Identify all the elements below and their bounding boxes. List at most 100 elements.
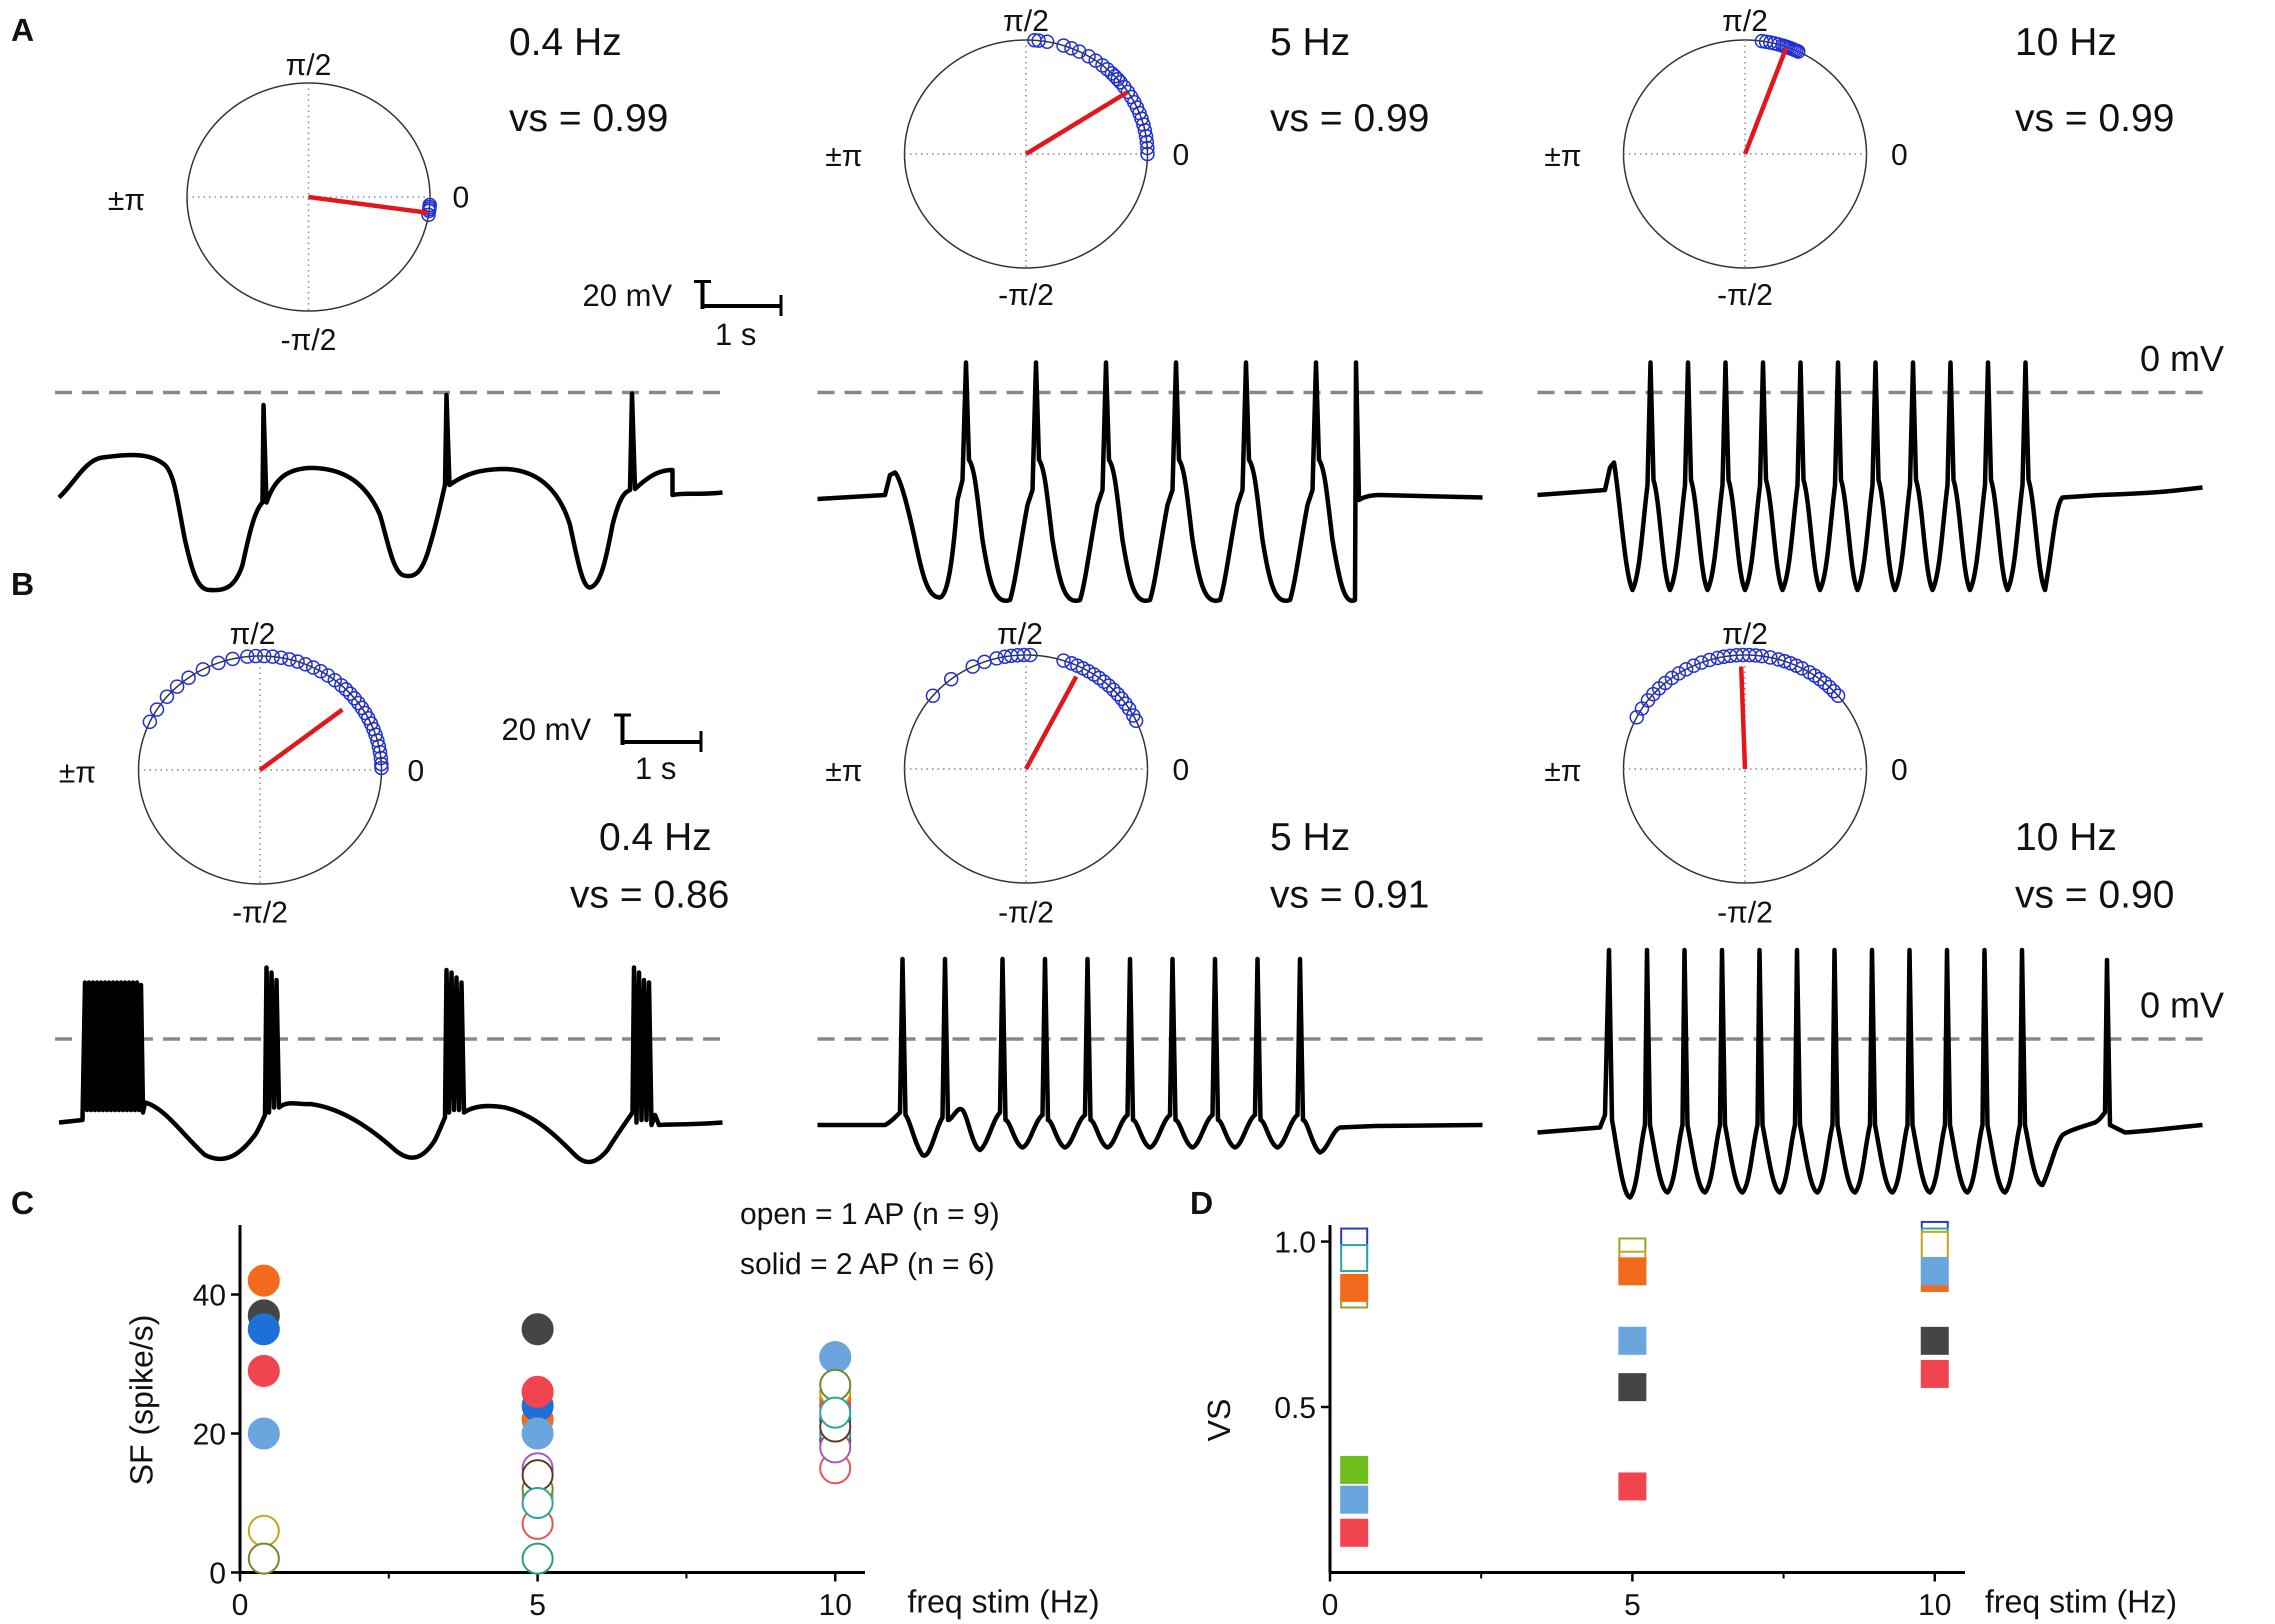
spike-phase-marker [1122,701,1136,716]
spike-phase-marker [142,714,158,730]
voltage-trace-a3 [1537,360,2203,592]
spike-phase-marker [1092,670,1106,686]
polar-b3: π/2 0 ±π -π/2 [1544,617,1908,929]
polar-label-top: π/2 [1003,4,1048,38]
spike-phase-marker [1817,676,1832,690]
spike-phase-marker [944,672,958,686]
spike-phase-marker [1114,692,1129,706]
spike-phase-markers [1754,34,1806,59]
y-axis-label: SF (spike/s) [124,1314,160,1485]
mean-vector [258,708,344,772]
spike-phase-marker [1830,688,1846,703]
data-point [1618,1472,1646,1500]
spike-phase-marker [1031,33,1046,48]
vs-label-b2: vs = 0.91 [1270,872,1430,916]
x-ticks: 0 5 10 [232,1572,852,1622]
spike-phase-marker [265,649,280,664]
spike-phase-marker [372,739,386,754]
freq-label-b3: 10 Hz [2015,814,2117,858]
legend-open: open = 1 AP (n = 9) [740,1197,1000,1230]
spike-phase-marker [160,689,174,704]
spike-phase-marker [351,696,366,710]
data-point [819,1341,852,1374]
data-point [248,1313,280,1346]
polar-label-right: 0 [1891,138,1908,172]
spike-phase-marker [248,648,264,664]
spike-phase-marker [282,652,297,667]
data-point [522,1418,554,1450]
spike-phase-marker [1140,140,1155,156]
chart-c: 0 20 40 0 5 10 SF (spike/s) freq stim (Hz) [124,1225,1100,1622]
spike-phase-marker [1748,648,1763,663]
x-axis-label: freq stim (Hz) [1985,1584,2177,1620]
spike-phase-marker [1128,714,1144,728]
spike-phase-marker [1022,648,1038,662]
polar-a2: π/2 0 ±π -π/2 [826,4,1190,312]
polar-label-right: 0 [1172,753,1189,786]
scale-bar-voltage-label: 20 mV [582,278,672,313]
spike-phase-marker [1102,678,1116,693]
spike-phase-marker [314,664,328,679]
spike-phase-marker [926,688,940,703]
x-tick-label: 10 [1918,1588,1952,1622]
polar-label-top: π/2 [286,48,331,82]
mean-vector [1742,47,1788,155]
data-point [819,1368,852,1401]
spike-phase-markers [1629,648,1846,724]
spike-phase-marker [256,648,272,664]
data-point [1618,1326,1646,1355]
spike-phase-marker [334,678,349,693]
spike-phase-marker [1629,710,1644,724]
spike-phase-marker [306,660,321,675]
spike-phase-marker [1056,653,1071,668]
polar-label-top: π/2 [230,617,275,650]
points [1340,1220,1949,1547]
chart-d: 0.5 1.0 0 5 10 VS freq stim (Hz) [1201,1220,2177,1622]
freq-label-a2: 5 Hz [1270,20,1350,64]
panel-label-b: B [11,566,34,602]
spike-phase-marker [1791,44,1806,59]
spike-phase-marker [422,198,437,212]
freq-label-b1: 0.4 Hz [599,814,712,858]
spike-phase-marker [1110,686,1125,702]
spike-phase-marker [1678,662,1694,677]
spike-phase-marker [374,750,388,766]
polar-label-top: π/2 [1722,4,1768,38]
data-point [522,1376,554,1408]
legend-solid: solid = 2 AP (n = 6) [740,1247,994,1280]
polar-b2: π/2 0 ±π -π/2 [826,617,1190,929]
zero-mv-label-a: 0 mV [2140,339,2224,379]
polar-label-left: ±π [1544,139,1582,172]
spike-phase-marker [374,760,389,776]
voltage-trace-a1 [57,391,723,592]
spike-phase-marker [1096,674,1112,689]
spike-phase-marker [1138,128,1154,144]
polar-b1: π/2 0 ±π -π/2 [59,617,424,929]
polar-label-left: ±π [59,756,96,789]
data-point [1340,1518,1368,1547]
mean-vector [1738,666,1748,770]
data-point [1920,1360,1949,1388]
polar-label-top: π/2 [1722,617,1768,650]
data-point [522,1487,554,1519]
polar-label-left: ±π [108,183,145,216]
spike-phase-marker [1822,680,1837,694]
spike-phase-markers [142,648,389,776]
spike-phase-marker [1016,648,1032,662]
panel-label-d: D [1190,1185,1213,1221]
spike-phase-marker [1754,648,1770,664]
spike-phase-marker [1702,652,1717,668]
data-point [248,1418,280,1450]
mean-vector [308,194,428,215]
spike-phase-marker [1140,134,1154,150]
polar-label-bottom: -π/2 [998,896,1054,929]
polar-label-left: ±π [1544,754,1582,788]
spike-phase-marker [1040,34,1054,49]
polar-label-bottom: -π/2 [232,896,288,929]
voltage-trace-b1 [58,965,723,1164]
mean-vector [1024,675,1078,770]
data-point [248,1264,280,1297]
spike-phase-marker [1686,658,1701,673]
y-ticks: 0.5 1.0 [1274,1226,1330,1424]
data-point [1340,1486,1368,1514]
